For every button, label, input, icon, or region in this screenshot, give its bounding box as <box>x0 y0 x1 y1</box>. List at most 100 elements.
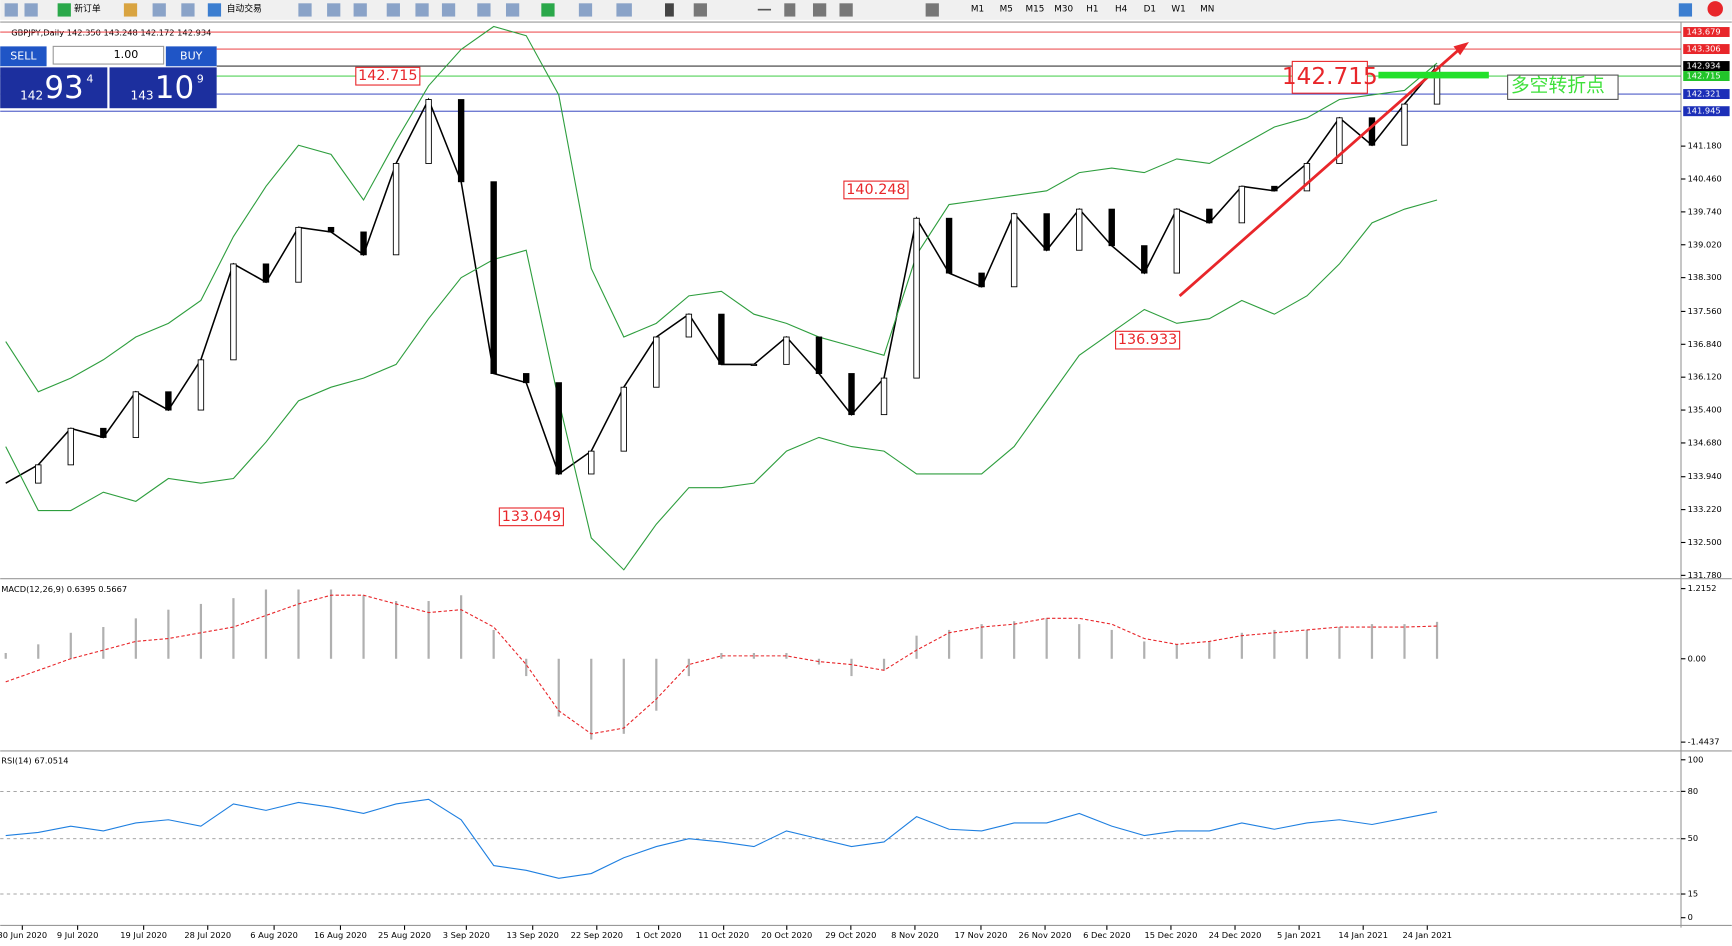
price-callout-box <box>843 180 909 200</box>
y-tick-label: 139.020 <box>1688 239 1722 249</box>
buy-price-frac: 9 <box>197 73 204 86</box>
y-tick-label: 136.840 <box>1688 339 1722 349</box>
timeframe-button[interactable]: M1 <box>971 4 984 14</box>
price-level-tag <box>1683 27 1730 37</box>
candle-body <box>392 163 400 256</box>
price-callout: 140.248 <box>846 182 905 198</box>
candle-body <box>1173 208 1180 274</box>
candle-body <box>327 226 335 233</box>
macd-bar <box>460 595 463 659</box>
y-tick-label: 80 <box>1688 786 1699 796</box>
candle-body <box>718 313 725 365</box>
macd-bar <box>329 589 333 659</box>
timeframe-button[interactable]: W1 <box>1171 4 1185 14</box>
candle-body <box>1238 185 1246 224</box>
sell-label: SELL <box>10 49 37 62</box>
candle-body <box>848 373 855 416</box>
timeframe-button[interactable]: M15 <box>1026 4 1045 14</box>
x-tick-label: 30 Jun 2020 <box>0 930 47 940</box>
price-callout-box <box>355 66 421 86</box>
timeframe-button[interactable]: M30 <box>1054 4 1073 14</box>
macd-bar <box>980 624 983 659</box>
lot-input[interactable] <box>52 45 165 65</box>
candle-body <box>165 391 172 411</box>
candle-body <box>1043 213 1050 251</box>
y-tick-label: 15 <box>1688 889 1699 899</box>
x-tick-label: 16 Aug 2020 <box>314 930 367 940</box>
sell-price-frac: 4 <box>86 73 93 86</box>
candle-body <box>1076 208 1083 251</box>
timeframe-button[interactable]: D1 <box>1144 4 1156 14</box>
timeframe-button[interactable]: MN <box>1200 4 1214 14</box>
macd-bar <box>557 658 560 717</box>
buy-label: BUY <box>180 49 203 62</box>
timeframes: M1 M5 M15 M30 H1 H4 D1 W1 MN <box>971 4 1214 14</box>
y-tick-label: 133.940 <box>1688 471 1722 481</box>
note: 多空转折点 <box>1511 75 1605 97</box>
macd-bar <box>1305 629 1309 659</box>
y-tick-label: 0 <box>1688 912 1693 922</box>
price-callout-box <box>1291 60 1368 94</box>
candle-body <box>1433 65 1441 105</box>
macd-bar <box>232 598 235 659</box>
price-callout-box <box>498 507 564 527</box>
sell-button[interactable] <box>0 46 47 67</box>
macd-bar <box>687 658 690 677</box>
timeframe-button[interactable]: H1 <box>1086 4 1098 14</box>
price-level-tag <box>1683 44 1730 55</box>
macd-bar <box>4 652 7 659</box>
x-tick-label: 3 Sep 2020 <box>443 930 490 940</box>
buy-button[interactable] <box>165 46 217 67</box>
candle-body <box>913 217 920 379</box>
sell-price-box[interactable] <box>0 67 108 109</box>
macd-bar <box>525 658 528 677</box>
price-callout: 136.933 <box>1118 332 1177 348</box>
macd-bar <box>427 601 430 659</box>
macd-bar <box>69 632 72 659</box>
series-line <box>5 25 1438 393</box>
candle-body <box>295 226 302 283</box>
x-tick-label: 22 Sep 2020 <box>571 930 623 940</box>
new-order-button[interactable]: 新订单 <box>74 2 101 14</box>
x-tick-label: 13 Sep 2020 <box>507 930 559 940</box>
macd-bar <box>297 589 300 659</box>
y-tick-label: 138.300 <box>1688 272 1722 282</box>
series-line <box>5 199 1438 571</box>
x-tick-label: 26 Nov 2020 <box>1019 930 1072 940</box>
auto-trading-button[interactable]: 自动交易 <box>227 2 262 14</box>
price-level-tag <box>1683 89 1730 99</box>
price-callout: 133.049 <box>502 509 561 525</box>
candle-body <box>685 313 693 338</box>
candle-body <box>132 391 140 438</box>
plot: GBPJPY,Daily 142.350 143.248 142.172 142… <box>0 25 1730 940</box>
x-tick-label: 6 Aug 2020 <box>250 930 298 940</box>
candle-body <box>1303 163 1311 192</box>
timeframe-button[interactable]: M5 <box>1000 4 1013 14</box>
x-tick-label: 15 Dec 2020 <box>1145 930 1198 940</box>
candle-body <box>1141 245 1148 274</box>
macd-bar <box>947 629 951 659</box>
price-callout: 142.715 <box>1282 63 1378 90</box>
candle-body <box>783 336 790 365</box>
x-tick-label: 11 Oct 2020 <box>698 930 749 940</box>
candle-body <box>522 373 530 384</box>
y-tick-label: 135.400 <box>1688 405 1722 415</box>
candle-body <box>100 427 107 438</box>
series-line <box>5 798 1438 879</box>
x-tick-label: 1 Oct 2020 <box>636 930 682 940</box>
sell-price-big: 142 <box>20 89 43 103</box>
y-tick-label: 140.460 <box>1688 174 1722 184</box>
timeframe-button[interactable]: H4 <box>1115 4 1128 14</box>
price-callout-box <box>1115 330 1181 350</box>
price-level-label: 142.321 <box>1687 89 1721 99</box>
candle-body <box>750 363 758 366</box>
y-tick-label: 131.780 <box>1688 570 1722 580</box>
marker-bar <box>1378 71 1489 79</box>
y-tick-label: -1.4437 <box>1688 737 1720 747</box>
macd-bar <box>1370 624 1374 659</box>
y-tick-label: 141.180 <box>1688 141 1722 151</box>
macd-bar <box>167 609 170 659</box>
macd-bar <box>882 658 886 671</box>
macd-bar <box>492 629 495 659</box>
buy-price-box[interactable] <box>109 67 217 109</box>
